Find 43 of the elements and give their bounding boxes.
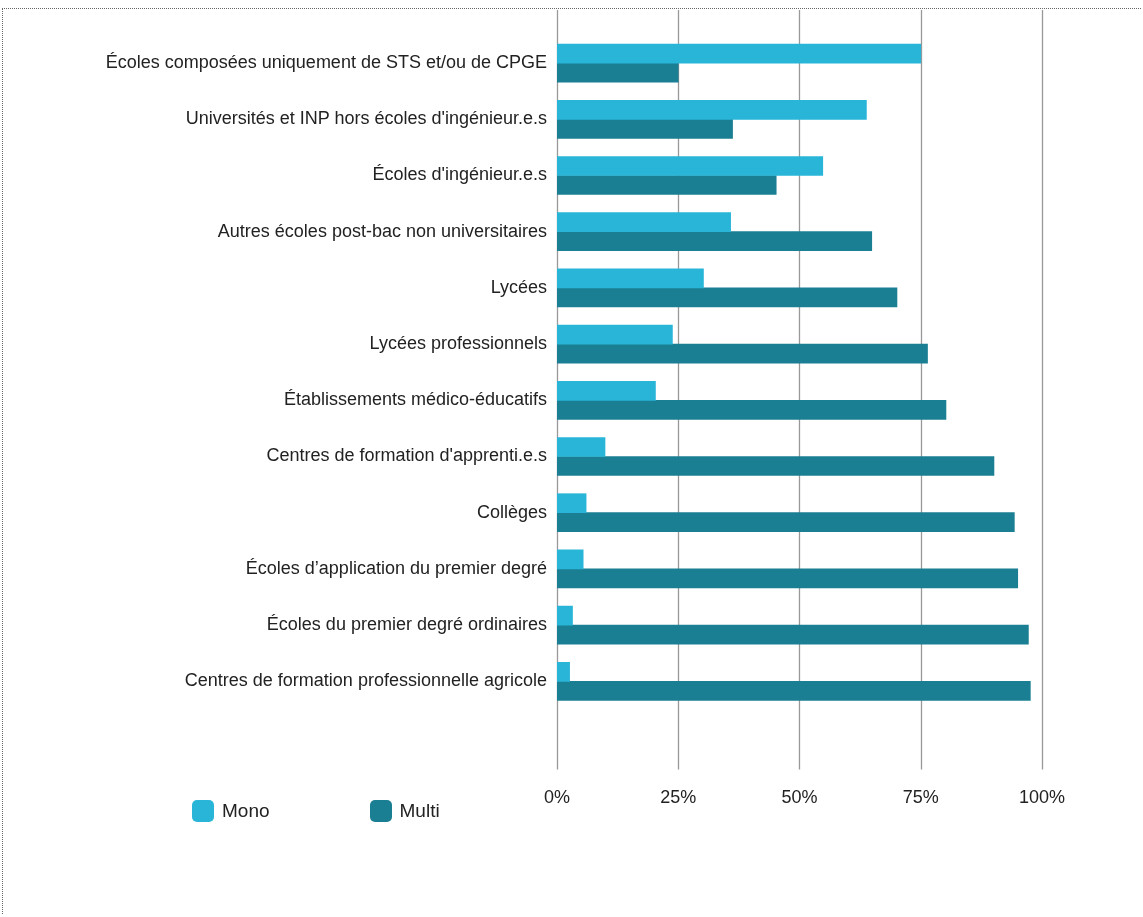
- bar: [557, 62, 679, 83]
- bar: [557, 680, 1031, 701]
- bar: [557, 399, 947, 420]
- x-tick-label: 50%: [781, 787, 818, 808]
- bar: [557, 343, 928, 364]
- y-tick-label: Écoles composées uniquement de STS et/ou de CPGE: [105, 52, 547, 73]
- y-tick-label: Écoles d’application du premier degré: [245, 557, 547, 578]
- bar: [557, 156, 824, 176]
- bar: [557, 175, 777, 195]
- bar: [557, 549, 584, 570]
- bar: [557, 43, 922, 64]
- bar: [557, 118, 733, 139]
- bar: [557, 99, 867, 120]
- legend-label: Multi: [399, 800, 440, 822]
- bar: [557, 287, 898, 308]
- bar: [557, 268, 704, 289]
- y-tick-label: Universités et INP hors écoles d'ingénieur.e.s: [185, 108, 547, 129]
- x-tick-label: 100%: [1018, 787, 1065, 808]
- bar: [557, 437, 606, 457]
- x-tick-label: 0%: [543, 787, 571, 808]
- bar: [557, 568, 1019, 589]
- bar: [557, 212, 731, 233]
- y-tick-label: Collèges: [476, 501, 547, 522]
- x-tick-label: 25%: [660, 787, 697, 808]
- y-tick-label: Établissements médico-éducatifs: [283, 389, 547, 410]
- bar: [557, 456, 995, 476]
- bar: [557, 624, 1029, 645]
- bar: [557, 661, 570, 682]
- y-tick-label: Écoles du premier degré ordinaires: [266, 614, 547, 635]
- x-tick-label: 75%: [902, 787, 939, 808]
- y-tick-label: Lycées: [490, 276, 547, 297]
- bar: [557, 324, 673, 345]
- y-tick-label: Centres de formation professionnelle agricole: [184, 670, 547, 691]
- y-tick-label: Écoles d'ingénieur.e.s: [372, 164, 547, 185]
- y-tick-label: Lycées professionnels: [369, 333, 547, 354]
- y-tick-label: Autres écoles post-bac non universitaires: [217, 220, 547, 241]
- bar: [557, 512, 1015, 533]
- bar: [557, 493, 587, 514]
- bar: [557, 605, 573, 626]
- legend-label: Mono: [222, 800, 270, 822]
- bar: [557, 380, 656, 401]
- bar: [557, 231, 873, 252]
- y-tick-label: Centres de formation d'apprenti.e.s: [266, 445, 547, 466]
